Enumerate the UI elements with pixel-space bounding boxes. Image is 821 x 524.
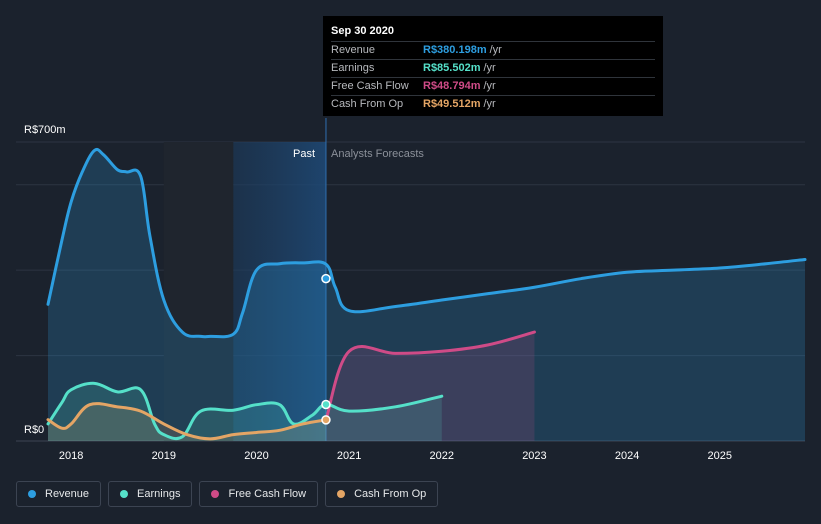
tooltip-value: R$380.198m <box>423 44 487 56</box>
revenue-area <box>48 149 805 441</box>
tooltip-value: R$48.794m <box>423 80 481 92</box>
tooltip-label: Cash From Op <box>331 98 404 110</box>
x-tick-label: 2022 <box>430 450 454 462</box>
tooltip-row-earnings: Earnings R$85.502m /yr <box>331 59 655 77</box>
x-tick-label: 2024 <box>615 450 639 462</box>
legend-item-cash-from-op[interactable]: Cash From Op <box>325 481 439 507</box>
legend-label: Cash From Op <box>354 488 427 500</box>
legend-label: Free Cash Flow <box>228 488 307 500</box>
revenue-line <box>46 147 807 339</box>
x-tick-label: 2023 <box>522 450 546 462</box>
tooltip-unit: /yr <box>483 98 496 110</box>
tooltip-label: Free Cash Flow <box>331 80 409 92</box>
tooltip-row-free-cash-flow: Free Cash Flow R$48.794m /yr <box>331 77 655 95</box>
x-tick-label: 2021 <box>337 450 361 462</box>
tooltip-value: R$85.502m <box>423 62 481 74</box>
cfo-line <box>46 402 328 441</box>
y-axis-bottom-label: R$0 <box>24 424 44 436</box>
earnings-area <box>48 383 442 441</box>
legend-dot-icon <box>28 490 36 498</box>
cfo-point <box>321 415 331 425</box>
legend-dot-icon <box>120 490 129 498</box>
past-label: Past <box>293 148 315 160</box>
tooltip-row-revenue: Revenue R$380.198m /yr <box>331 41 655 59</box>
legend-dot-icon <box>211 490 220 498</box>
tooltip-unit: /yr <box>489 44 502 56</box>
tooltip-row-cash-from-op: Cash From Op R$49.512m /yr <box>331 95 655 113</box>
tooltip-unit: /yr <box>483 62 496 74</box>
revenue-point <box>321 273 331 284</box>
x-tick-label: 2018 <box>59 450 83 462</box>
x-tick-label: 2019 <box>152 450 176 462</box>
earnings-point <box>321 399 331 410</box>
fcf-area <box>325 332 535 441</box>
y-axis-top-label: R$700m <box>24 124 66 136</box>
legend-item-free-cash-flow[interactable]: Free Cash Flow <box>199 481 319 507</box>
fcf-line <box>324 330 536 422</box>
legend: Revenue Earnings Free Cash Flow Cash Fro… <box>16 481 439 507</box>
forecast-label: Analysts Forecasts <box>331 148 424 160</box>
tooltip-value: R$49.512m <box>423 98 481 110</box>
tooltip-label: Revenue <box>331 44 376 56</box>
x-tick-label: 2020 <box>244 450 268 462</box>
past-shade <box>163 142 234 441</box>
legend-dot-icon <box>337 490 346 498</box>
chart-area: R$700m R$0 Past Analysts Forecasts 2018 2… <box>16 118 807 462</box>
tooltip: Sep 30 2020 Revenue R$380.198m /yr Earni… <box>323 16 663 116</box>
x-tick-label: 2025 <box>708 450 732 462</box>
tooltip-date: Sep 30 2020 <box>331 25 394 37</box>
legend-item-earnings[interactable]: Earnings <box>108 481 193 507</box>
legend-item-revenue[interactable]: Revenue <box>16 481 102 507</box>
legend-label: Revenue <box>45 488 90 500</box>
tooltip-label: Earnings <box>331 62 375 74</box>
legend-label: Earnings <box>137 488 181 500</box>
cfo-area <box>48 403 326 441</box>
tooltip-unit: /yr <box>483 80 496 92</box>
